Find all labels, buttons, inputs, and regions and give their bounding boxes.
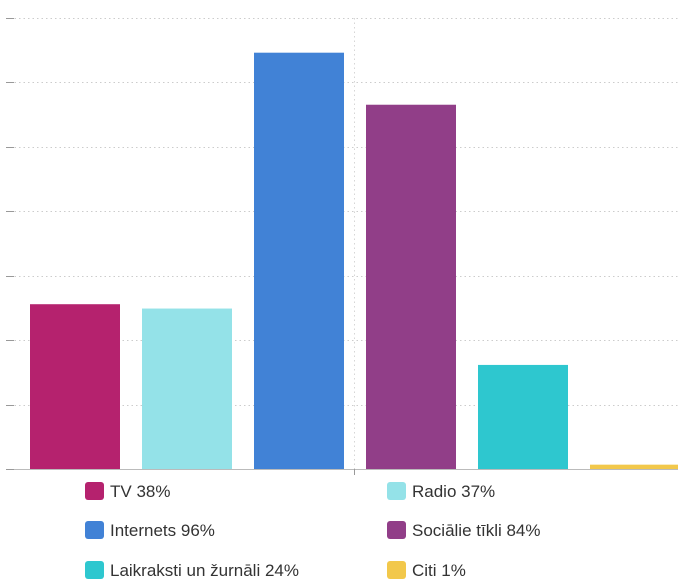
bar-internets[interactable] [254, 52, 344, 469]
legend-swatch [85, 561, 104, 579]
bars [30, 52, 678, 469]
legend-swatch [85, 482, 104, 500]
legend-swatch [387, 521, 406, 539]
legend-label: Sociālie tīkli 84% [412, 521, 541, 540]
legend-label: Internets 96% [110, 521, 215, 540]
legend-item[interactable]: Radio 37% [387, 482, 495, 501]
legend: TV 38% Radio 37% Internets 96% Sociālie tīk… [85, 482, 541, 579]
legend-item[interactable]: TV 38% [85, 482, 170, 501]
legend-item[interactable]: Citi 1% [387, 561, 466, 579]
legend-swatch [387, 482, 406, 500]
legend-item[interactable]: Laikraksti un žurnāli 24% [85, 561, 299, 579]
legend-label: Laikraksti un žurnāli 24% [110, 561, 299, 579]
legend-item[interactable]: Sociālie tīkli 84% [387, 521, 541, 540]
bar-tv[interactable] [30, 304, 120, 469]
bar-citi[interactable] [590, 464, 678, 469]
legend-swatch [387, 561, 406, 579]
legend-item[interactable]: Internets 96% [85, 521, 215, 540]
legend-label: TV 38% [110, 482, 170, 501]
legend-swatch [85, 521, 104, 539]
bar-laikraksti-un-urn-li[interactable] [478, 364, 568, 469]
legend-label: Radio 37% [412, 482, 495, 501]
bar-radio[interactable] [142, 308, 232, 469]
bar-soci-lie-t-kli[interactable] [366, 104, 456, 469]
legend-label: Citi 1% [412, 561, 466, 579]
